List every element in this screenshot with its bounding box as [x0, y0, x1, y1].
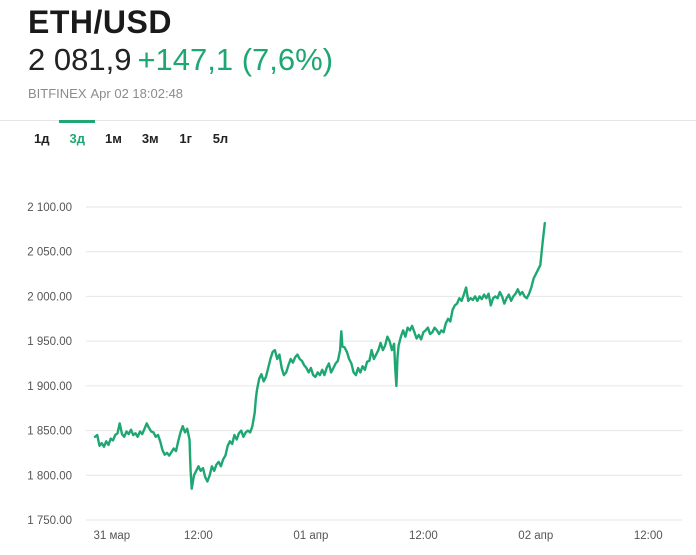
quote-meta: BITFINEX Apr 02 18:02:48: [28, 86, 183, 101]
y-tick-label: 2 000.00: [27, 291, 72, 303]
x-tick-label: 02 апр: [518, 530, 553, 542]
ticker-symbol: ETH/USD: [28, 4, 172, 40]
x-tick-label: 31 мар: [94, 530, 131, 542]
chart-grid: [86, 206, 682, 521]
y-tick-label: 1 950.00: [27, 336, 72, 348]
x-axis: 31 мар 12:00 01 апр 12:00 02 апр 12:00: [94, 530, 663, 542]
tab-1m[interactable]: 1м: [104, 131, 122, 146]
price-line: [93, 221, 546, 490]
range-tabs: 1д 3д 1м 3м 1г 5л: [24, 120, 238, 158]
y-tick-label: 1 850.00: [27, 426, 72, 438]
y-tick-label: 1 900.00: [27, 381, 72, 393]
x-tick-label: 12:00: [634, 530, 663, 542]
x-tick-label: 01 апр: [293, 530, 328, 542]
tab-3d[interactable]: 3д: [59, 120, 96, 158]
y-tick-label: 2 100.00: [27, 202, 72, 214]
tab-5y[interactable]: 5л: [212, 131, 229, 146]
data-source: BITFINEX: [28, 86, 87, 101]
x-tick-label: 12:00: [409, 530, 438, 542]
x-tick-label: 12:00: [184, 530, 213, 542]
tab-3m[interactable]: 3м: [141, 131, 159, 146]
y-tick-label: 1 750.00: [27, 515, 72, 527]
price-chart: 1 750.00 1 800.00 1 850.00 1 900.00 1 950.00…: [27, 202, 682, 542]
y-tick-label: 2 050.00: [27, 247, 72, 259]
quote-timestamp: Apr 02 18:02:48: [90, 86, 184, 101]
header-divider: [0, 120, 696, 121]
y-tick-label: 1 800.00: [27, 470, 72, 482]
y-axis: 1 750.00 1 800.00 1 850.00 1 900.00 1 950.00…: [27, 202, 72, 527]
tab-1y[interactable]: 1г: [179, 131, 193, 146]
quote-line: 2 081,9 +147,1 (7,6%): [28, 42, 333, 78]
price-change: +147,1 (7,6%): [137, 42, 334, 77]
tab-1d[interactable]: 1д: [34, 131, 50, 146]
last-price: 2 081,9: [28, 42, 132, 77]
